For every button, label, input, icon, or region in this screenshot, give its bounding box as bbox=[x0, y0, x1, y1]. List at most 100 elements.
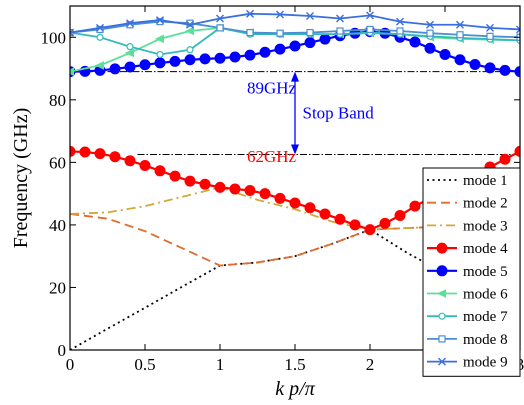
data-point bbox=[276, 29, 284, 37]
x-axis-label: k p/π bbox=[275, 378, 315, 400]
data-point bbox=[469, 58, 481, 70]
legend-item: mode 7 bbox=[427, 309, 508, 325]
legend-marker bbox=[436, 289, 446, 298]
data-point bbox=[124, 48, 134, 58]
data-point bbox=[319, 33, 331, 45]
data-point bbox=[109, 151, 121, 163]
data-point bbox=[409, 200, 421, 212]
data-point bbox=[334, 213, 346, 225]
data-point bbox=[456, 20, 464, 29]
data-point bbox=[439, 48, 451, 60]
data-point bbox=[214, 52, 226, 64]
plot-layer bbox=[70, 9, 520, 350]
data-point bbox=[246, 9, 254, 18]
legend-item: mode 8 bbox=[427, 332, 508, 348]
axis-layer: 00.511.522.53020406080100 bbox=[41, 5, 524, 374]
data-point bbox=[499, 64, 511, 76]
data-point bbox=[70, 67, 74, 76]
data-point bbox=[426, 20, 434, 29]
x-tick-label: 1.5 bbox=[284, 355, 305, 374]
series-line bbox=[70, 20, 520, 39]
data-point bbox=[156, 16, 164, 25]
data-point bbox=[306, 28, 314, 37]
data-point bbox=[396, 17, 404, 26]
data-point bbox=[126, 43, 134, 51]
legend-label: mode 2 bbox=[463, 196, 508, 212]
data-point bbox=[304, 37, 316, 49]
data-point bbox=[96, 33, 104, 41]
legend-label: mode 9 bbox=[463, 355, 508, 371]
legend-label: mode 6 bbox=[463, 287, 508, 303]
data-point bbox=[244, 185, 256, 197]
data-point bbox=[154, 57, 166, 69]
legend-marker bbox=[438, 312, 446, 320]
data-point bbox=[186, 20, 194, 29]
series-mode-2 bbox=[70, 213, 520, 267]
annotation-label: 62GHz bbox=[247, 147, 297, 166]
legend-item: mode 2 bbox=[427, 196, 508, 212]
data-point bbox=[184, 26, 194, 36]
legend-item: mode 3 bbox=[427, 218, 508, 234]
series-mode-9 bbox=[70, 9, 520, 37]
data-point bbox=[424, 42, 436, 54]
data-point bbox=[184, 54, 196, 66]
data-point bbox=[124, 61, 136, 73]
annotation-label: Stop Band bbox=[303, 103, 375, 122]
data-point bbox=[274, 43, 286, 55]
y-tick-label: 80 bbox=[49, 91, 66, 110]
data-point bbox=[336, 27, 344, 35]
legend-item: mode 4 bbox=[427, 241, 508, 257]
data-point bbox=[349, 219, 361, 231]
data-point bbox=[96, 25, 104, 34]
data-point bbox=[154, 165, 166, 177]
data-point bbox=[484, 62, 496, 74]
data-point bbox=[514, 66, 520, 78]
y-tick-label: 60 bbox=[49, 153, 66, 172]
data-point bbox=[229, 183, 241, 195]
x-tick-label: 1 bbox=[216, 355, 225, 374]
data-point bbox=[379, 217, 391, 229]
data-point bbox=[186, 46, 194, 54]
legend-label: mode 4 bbox=[463, 241, 508, 257]
data-point bbox=[486, 23, 494, 32]
data-point bbox=[126, 19, 134, 28]
data-point bbox=[499, 153, 511, 165]
data-point bbox=[426, 29, 434, 37]
legend-item: mode 9 bbox=[427, 355, 508, 371]
data-point bbox=[96, 23, 104, 32]
arrow-head-down bbox=[291, 144, 299, 155]
data-point bbox=[456, 31, 464, 39]
data-point bbox=[70, 145, 76, 157]
data-point bbox=[336, 14, 344, 23]
arrow-head-up bbox=[291, 71, 299, 82]
annotation-layer: 89GHz Stop Band 62GHz bbox=[247, 71, 375, 166]
data-point bbox=[364, 224, 376, 236]
legend-marker bbox=[438, 335, 446, 343]
annotation-label: 89GHz bbox=[247, 78, 297, 97]
data-point bbox=[306, 12, 314, 21]
legend-item: mode 1 bbox=[427, 173, 508, 189]
data-point bbox=[516, 25, 520, 34]
data-point bbox=[259, 188, 271, 200]
data-point bbox=[289, 40, 301, 52]
data-point bbox=[366, 11, 374, 20]
data-point bbox=[124, 155, 136, 167]
data-point bbox=[214, 181, 226, 193]
data-point bbox=[139, 59, 151, 71]
data-point bbox=[366, 25, 374, 34]
legend-marker bbox=[438, 357, 446, 366]
y-tick-label: 100 bbox=[41, 28, 67, 47]
data-point bbox=[216, 24, 224, 32]
data-point bbox=[139, 159, 151, 171]
data-point bbox=[289, 197, 301, 209]
legend-label: mode 8 bbox=[463, 332, 508, 348]
y-tick-label: 20 bbox=[49, 278, 66, 297]
data-point bbox=[319, 208, 331, 220]
series-mode-5 bbox=[70, 26, 520, 78]
legend-marker bbox=[436, 242, 448, 254]
data-point bbox=[274, 192, 286, 204]
x-tick-label: 0.5 bbox=[134, 355, 155, 374]
data-point bbox=[454, 54, 466, 66]
data-point bbox=[409, 36, 421, 48]
data-point bbox=[169, 55, 181, 67]
